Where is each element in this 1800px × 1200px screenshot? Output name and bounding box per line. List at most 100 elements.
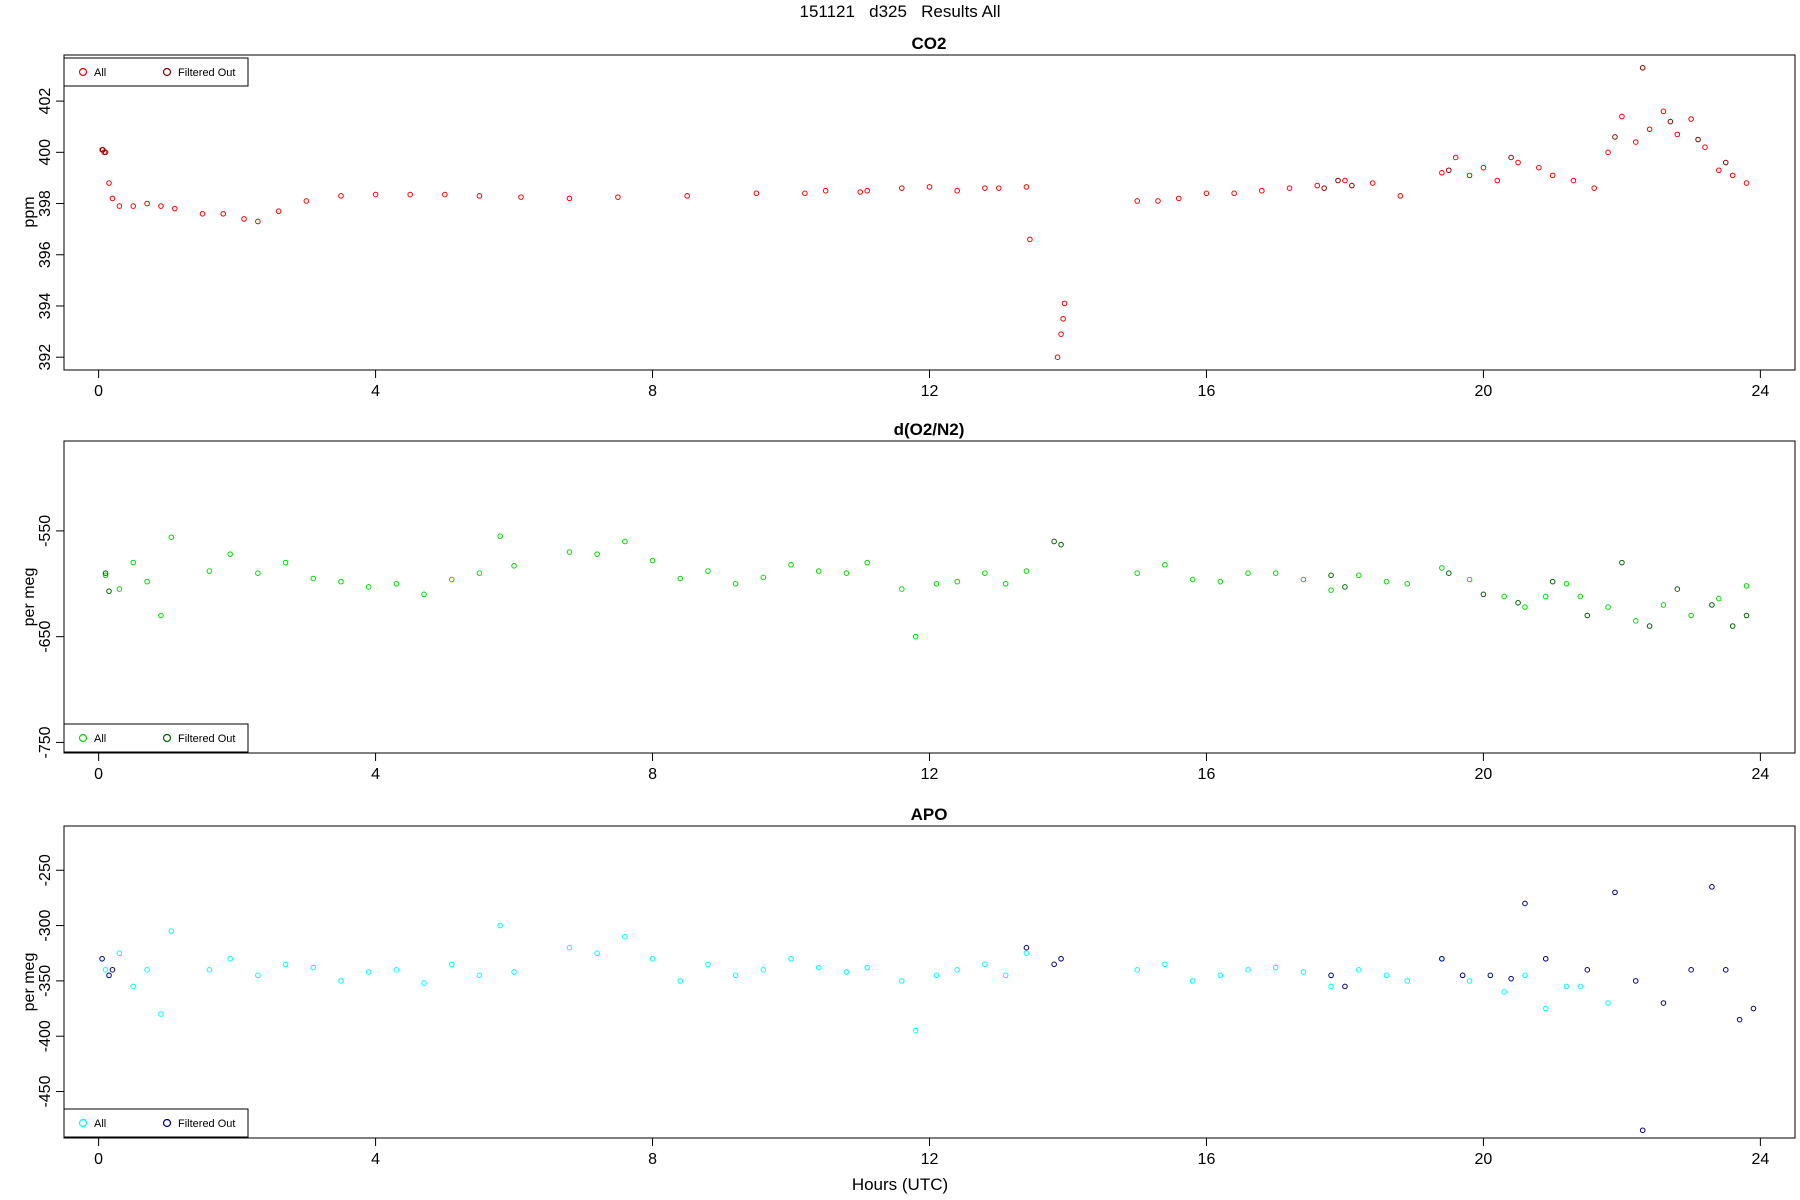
data-point — [732, 972, 739, 979]
legend-apo: All Filtered Out — [63, 1108, 249, 1138]
data-point — [303, 198, 310, 204]
data-point — [476, 972, 483, 979]
data-point — [1162, 561, 1168, 568]
data-point — [1729, 172, 1736, 179]
legend-box-co2 — [63, 57, 249, 87]
data-point — [1480, 591, 1487, 598]
data-point — [982, 570, 988, 577]
data-point — [1743, 180, 1750, 186]
data-point — [899, 978, 905, 984]
data-point — [982, 961, 988, 968]
data-point — [1203, 190, 1210, 197]
y-tick-label-co2: 398 — [37, 190, 54, 217]
data-point — [1660, 602, 1667, 608]
data-point — [760, 574, 767, 581]
data-point — [677, 978, 684, 984]
data-point — [649, 557, 656, 564]
data-point — [275, 208, 282, 215]
data-point — [1688, 116, 1694, 122]
data-point — [1404, 978, 1411, 984]
data-point — [448, 576, 455, 583]
chart-title-o2n2: d(O2/N2) — [894, 420, 965, 439]
data-point — [1231, 190, 1237, 197]
data-point — [1051, 961, 1057, 968]
data-point — [1536, 164, 1542, 171]
y-tick-label-apo: -450 — [37, 1075, 54, 1107]
data-point — [310, 575, 317, 582]
data-point — [1515, 159, 1521, 166]
plot-frame-apo — [63, 825, 1796, 1139]
data-point — [1570, 177, 1577, 184]
data-point — [1002, 580, 1009, 587]
data-point — [1729, 623, 1736, 629]
data-point — [933, 972, 940, 979]
data-point — [1591, 185, 1598, 191]
x-tick-label-o2n2: 20 — [1475, 766, 1493, 783]
data-point — [1217, 578, 1224, 585]
data-point — [753, 190, 760, 197]
data-point — [1563, 580, 1570, 587]
data-point — [168, 928, 175, 934]
data-point — [1522, 900, 1528, 907]
data-point — [158, 1011, 164, 1017]
data-point — [1023, 184, 1030, 190]
data-point — [1736, 1016, 1743, 1023]
data-point — [912, 633, 919, 640]
y-axis-label-o2n2: per meg — [21, 568, 38, 627]
data-point — [1660, 108, 1667, 115]
data-point — [1355, 967, 1362, 973]
data-point — [206, 967, 213, 973]
data-point — [1023, 950, 1030, 957]
x-tick-label-co2: 4 — [371, 383, 380, 400]
points-apo — [99, 884, 1757, 1134]
chart-title-co2: CO2 — [912, 34, 947, 53]
data-point — [130, 203, 137, 209]
data-point — [158, 203, 164, 209]
data-point — [144, 578, 150, 585]
data-point — [1494, 177, 1501, 184]
x-tick-label-o2n2: 0 — [94, 766, 103, 783]
data-point — [1688, 612, 1694, 619]
y-axis-label-apo: per meg — [21, 953, 38, 1012]
x-tick-label-apo: 0 — [94, 1151, 103, 1168]
panel-co2: CO2 ppm 0 4 8 12 16 20 24 392 394 396 398 400 402 Al… — [21, 34, 1796, 400]
data-point — [1189, 978, 1196, 984]
data-point — [1321, 185, 1327, 191]
data-point — [822, 187, 829, 194]
data-point — [615, 194, 621, 200]
data-point — [1272, 570, 1279, 577]
data-point — [1383, 578, 1390, 585]
y-tick-label-o2n2: -750 — [37, 726, 54, 758]
data-point — [1542, 593, 1549, 600]
data-point — [1646, 126, 1653, 133]
data-point — [566, 549, 573, 555]
data-point — [511, 563, 517, 569]
y-tick-label-o2n2: -650 — [37, 621, 54, 653]
data-point — [1688, 967, 1694, 973]
series-all-o2n2 — [102, 533, 1750, 640]
data-point — [393, 580, 400, 587]
data-point — [1058, 541, 1064, 548]
data-point — [864, 559, 870, 566]
data-point — [1023, 568, 1030, 574]
data-point — [168, 534, 175, 541]
y-tick-label-apo: -300 — [37, 909, 54, 941]
data-point — [1584, 967, 1591, 973]
series-filtered-out-apo — [99, 884, 1757, 1134]
data-point — [338, 978, 344, 984]
data-point — [109, 195, 116, 202]
legend-marker-filtered-co2 — [162, 67, 172, 77]
data-point — [1716, 167, 1722, 174]
x-tick-label-co2: 12 — [921, 383, 939, 400]
data-point — [511, 969, 517, 975]
data-point — [206, 568, 213, 574]
data-point — [1542, 955, 1549, 962]
data-point — [1342, 584, 1348, 590]
data-point — [1542, 1005, 1549, 1012]
data-point — [1328, 983, 1334, 990]
data-point — [1702, 144, 1708, 150]
data-point — [1667, 118, 1674, 125]
data-point — [1584, 612, 1591, 619]
data-point — [760, 967, 767, 973]
data-point — [1162, 961, 1168, 968]
